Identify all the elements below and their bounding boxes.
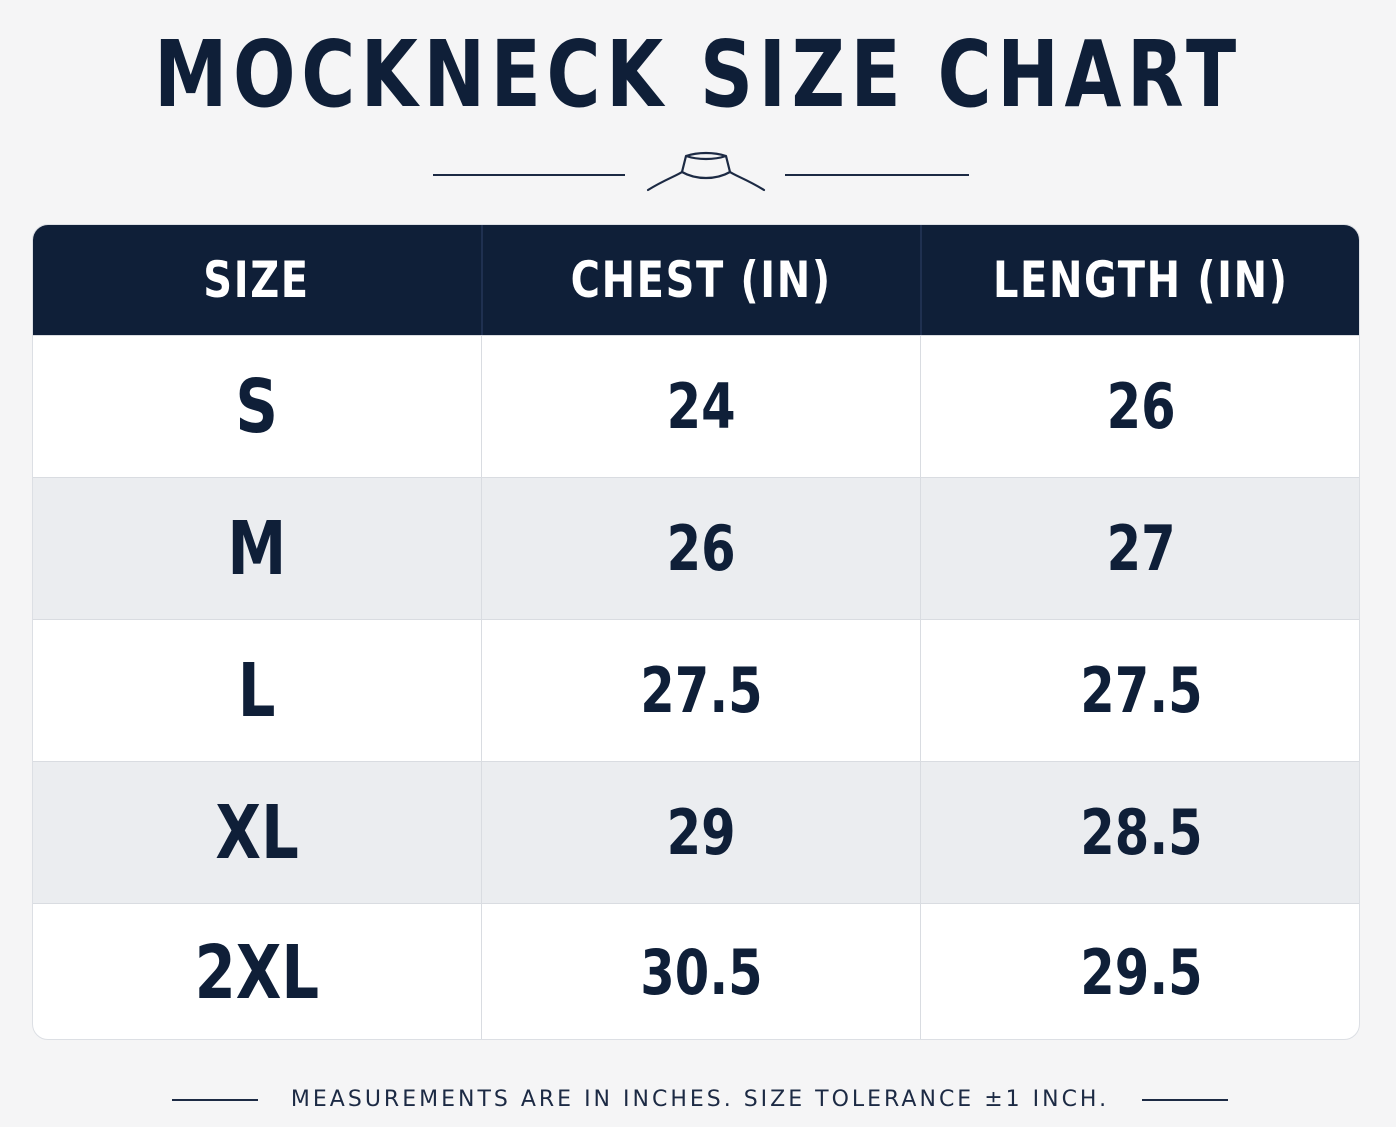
size-cell: S [235,364,279,450]
column-divider [481,335,482,1039]
column-header-length: LENGTH (IN) [993,251,1289,309]
column-header-chest: CHEST (IN) [570,251,832,309]
length-cell: 26 [1106,370,1176,443]
size-cell: M [227,506,287,592]
chest-cell: 24 [666,370,736,443]
chart-title: MOCKNECK SIZE CHART [154,21,1242,128]
table-row: L 27.5 27.5 [33,619,1359,761]
chest-cell: 27.5 [639,654,763,727]
chest-cell: 29 [666,796,736,869]
header-divider [481,225,483,335]
length-cell: 27 [1106,512,1176,585]
chest-cell: 26 [666,512,736,585]
footnote: MEASUREMENTS ARE IN INCHES. SIZE TOLERAN… [290,1087,1110,1112]
length-cell: 28.5 [1079,796,1203,869]
table-row: XL 29 28.5 [33,761,1359,903]
size-cell: 2XL [194,930,320,1016]
footnote-divider-right [1142,1099,1228,1101]
size-cell: L [238,648,276,734]
length-cell: 27.5 [1079,654,1203,727]
column-header-size: SIZE [203,251,311,309]
table-header: SIZE CHEST (IN) LENGTH (IN) [33,225,1359,335]
header-divider [920,225,922,335]
table-row: M 26 27 [33,477,1359,619]
mockneck-collar-icon [646,151,766,192]
size-table: SIZE CHEST (IN) LENGTH (IN) S 24 26 M 26… [32,224,1360,1040]
column-divider [920,335,921,1039]
table-row: 2XL 30.5 29.5 [33,903,1359,1039]
length-cell: 29.5 [1079,936,1203,1009]
title-divider-right [785,174,969,176]
chest-cell: 30.5 [639,936,763,1009]
table-row: S 24 26 [33,335,1359,477]
size-cell: XL [215,790,299,876]
title-divider-left [433,174,625,176]
footnote-divider-left [172,1099,258,1101]
